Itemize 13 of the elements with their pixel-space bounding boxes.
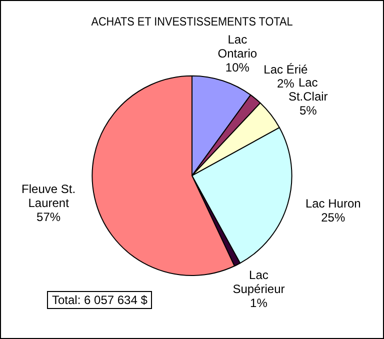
data-label: 1% xyxy=(250,296,268,310)
data-label: 57% xyxy=(36,210,61,224)
data-label: 25% xyxy=(321,210,346,225)
slice-label: Lac Érié xyxy=(264,62,308,77)
data-label: 10% xyxy=(225,60,250,74)
data-label: 2% xyxy=(277,76,295,91)
slice-label: Lac Ontario xyxy=(218,32,258,60)
chart-title: ACHATS ET INVESTISSEMENTS TOTAL xyxy=(91,16,293,29)
slice-label: Lac Supérieur xyxy=(232,268,285,296)
slice-label: Fleuve St. Laurent xyxy=(22,182,76,210)
slice-label: Lac Huron xyxy=(305,196,361,211)
text: Total: 6 057 634 $ xyxy=(47,291,152,309)
data-label: 5% xyxy=(299,104,318,118)
